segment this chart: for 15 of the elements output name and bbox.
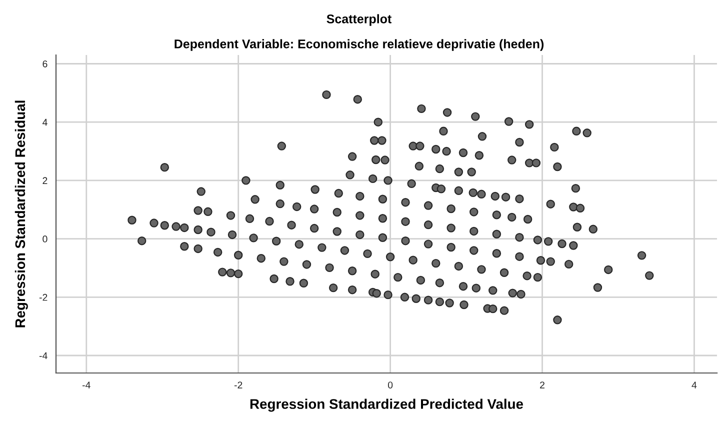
y-tick-label: -4	[39, 352, 48, 360]
y-axis-title: Regression Standardized Residual	[14, 100, 28, 328]
y-tick-label: 0	[42, 236, 48, 242]
x-tick-label: -2	[234, 382, 242, 388]
chart-subtitle: Dependent Variable: Economische relatieve deprivatie (heden)	[174, 39, 544, 51]
x-tick-label: 4	[692, 382, 697, 388]
y-tick-label: 4	[42, 118, 48, 126]
chart-title: Scatterplot	[326, 14, 392, 26]
x-axis-title: Regression Standardized Predicted Value	[250, 398, 524, 412]
y-tick-label: -2	[39, 294, 48, 301]
y-tick-label: 6	[42, 60, 48, 68]
x-tick-label: -4	[82, 382, 90, 388]
y-tick-label: 2	[42, 177, 48, 184]
x-tick-label: 0	[388, 382, 393, 388]
x-tick-label: 2	[540, 382, 544, 388]
